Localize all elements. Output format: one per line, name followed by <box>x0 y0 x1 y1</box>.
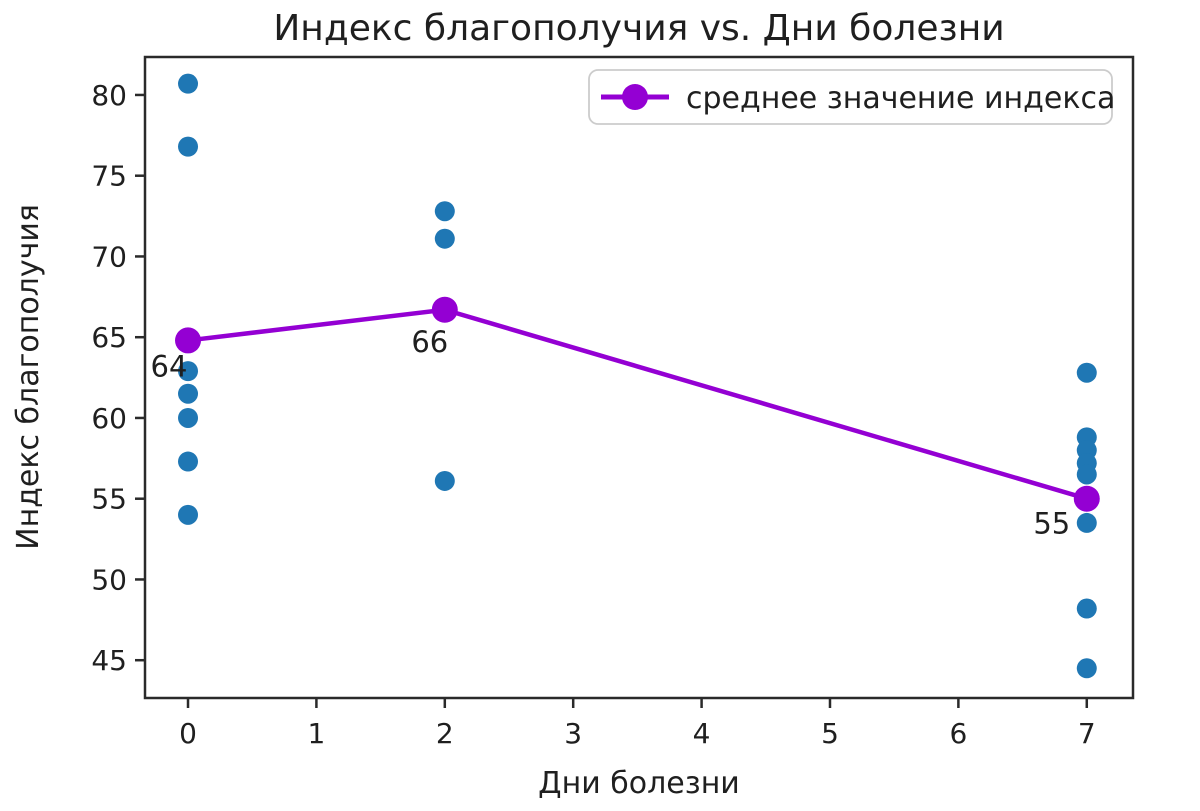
legend-marker-icon <box>622 84 648 110</box>
plot-area-border <box>143 55 1135 700</box>
x-tick-label: 2 <box>436 717 454 750</box>
scatter-point <box>178 73 199 94</box>
scatter-point <box>1076 362 1097 383</box>
mean-value-annotation: 66 <box>411 325 448 359</box>
x-tick-label: 7 <box>1078 717 1096 750</box>
x-tick-label: 1 <box>307 717 325 750</box>
scatter-point <box>434 201 455 222</box>
y-tick-label: 60 <box>91 402 127 435</box>
chart-title: Индекс благополучия vs. Дни болезни <box>273 8 1004 49</box>
scatter-point <box>1076 464 1097 485</box>
scatter-point <box>1076 598 1097 619</box>
x-tick-label: 0 <box>179 717 197 750</box>
x-tick-label: 6 <box>949 717 967 750</box>
y-tick-label: 55 <box>91 483 127 516</box>
mean-line <box>187 307 1088 501</box>
mean-point <box>175 327 202 354</box>
mean-value-annotation: 64 <box>151 349 188 383</box>
y-axis-label: Индекс благополучия <box>11 204 46 550</box>
x-axis-label: Дни болезни <box>538 766 740 801</box>
scatter-point <box>178 136 199 157</box>
legend-box <box>588 69 1113 125</box>
x-tick-label: 5 <box>821 717 839 750</box>
x-tick-label: 4 <box>693 717 711 750</box>
scatter-point <box>178 504 199 525</box>
legend: среднее значение индекса <box>588 69 1115 125</box>
y-tick-label: 45 <box>91 644 127 677</box>
legend-entry-label: среднее значение индекса <box>686 81 1115 116</box>
scatter-point <box>434 470 455 491</box>
mean-point <box>1073 485 1100 512</box>
y-tick-label: 65 <box>91 321 127 354</box>
scatter-point <box>178 451 199 472</box>
x-tick-label: 3 <box>564 717 582 750</box>
y-tick-label: 80 <box>91 79 127 112</box>
y-tick-label: 70 <box>91 240 127 273</box>
y-tick-label: 50 <box>91 563 127 596</box>
y-tick-label: 75 <box>91 160 127 193</box>
scatter-point <box>178 361 199 382</box>
data-layer: 64 66 55 <box>151 73 1100 679</box>
mean-point <box>431 296 458 323</box>
scatter-point <box>434 228 455 249</box>
scatter-point <box>1076 512 1097 533</box>
scatter-point <box>178 383 199 404</box>
scatter-point <box>178 407 199 428</box>
scatter-point <box>1076 658 1097 679</box>
mean-value-annotation: 55 <box>1033 507 1070 541</box>
